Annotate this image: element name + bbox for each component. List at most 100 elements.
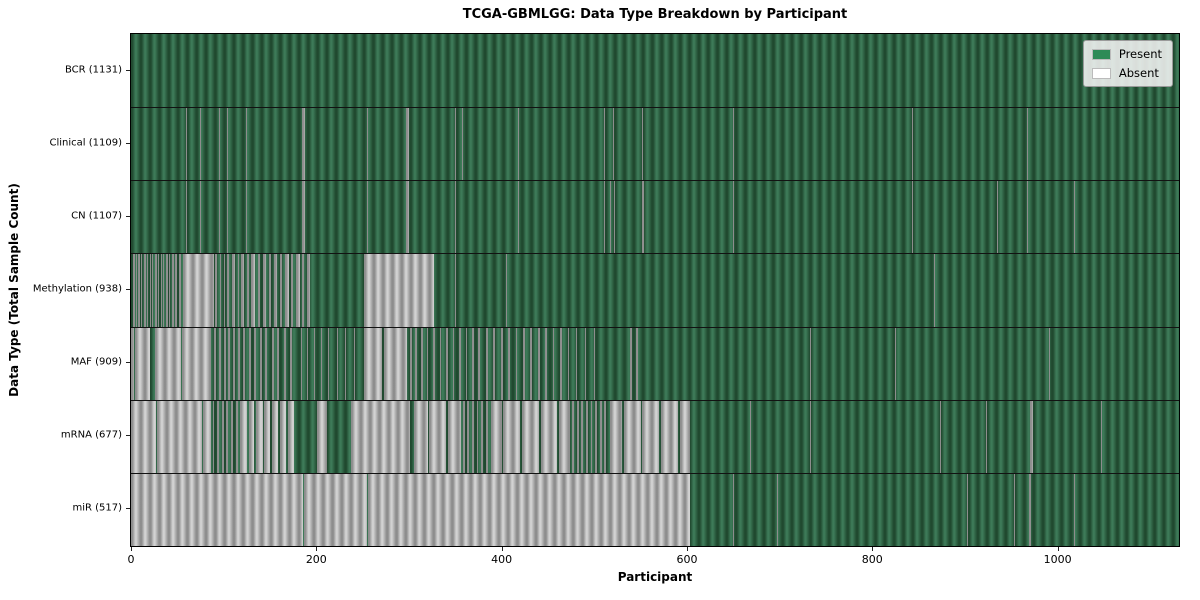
absent-segment — [245, 108, 247, 182]
absent-segment — [277, 327, 280, 401]
absent-segment — [300, 327, 302, 401]
absent-segment — [223, 254, 225, 328]
absent-segment — [368, 473, 690, 546]
row-bcr — [131, 34, 1179, 109]
absent-segment — [733, 473, 735, 546]
present-swatch-icon — [1091, 48, 1111, 60]
absent-segment — [290, 327, 293, 401]
y-tick-label-cn: CN (1107) — [71, 210, 122, 222]
absent-segment — [287, 400, 295, 474]
absent-segment — [467, 400, 470, 474]
absent-segment — [212, 400, 215, 474]
absent-segment — [135, 254, 137, 328]
absent-segment — [200, 108, 202, 182]
absent-segment — [1049, 327, 1051, 401]
absent-segment — [264, 400, 270, 474]
absent-segment — [966, 473, 968, 546]
absent-segment — [185, 108, 187, 182]
absent-segment — [232, 327, 235, 401]
absent-segment — [155, 254, 157, 328]
absent-segment — [461, 108, 463, 182]
absent-segment — [383, 327, 408, 401]
absent-segment — [131, 400, 157, 474]
absent-segment — [912, 181, 914, 255]
y-tick-mark — [126, 508, 130, 510]
legend-label-present: Present — [1118, 47, 1162, 61]
absent-segment — [214, 327, 217, 401]
absent-segment — [623, 400, 641, 474]
absent-segment — [221, 400, 224, 474]
absent-segment — [241, 254, 245, 328]
absent-segment — [590, 400, 593, 474]
absent-segment — [307, 254, 310, 328]
absent-segment — [262, 254, 267, 328]
absent-segment — [280, 400, 286, 474]
absent-segment — [132, 254, 135, 328]
x-tick-mark — [686, 547, 688, 551]
y-tick-mark — [126, 362, 130, 364]
absent-segment — [595, 400, 598, 474]
absent-segment — [810, 327, 812, 401]
absent-segment — [131, 327, 134, 401]
absent-segment — [471, 327, 474, 401]
absent-segment — [560, 327, 562, 401]
absent-segment — [131, 473, 304, 546]
x-tick-mark — [316, 547, 318, 551]
absent-segment — [939, 400, 941, 474]
absent-segment — [143, 254, 146, 328]
y-tick-label-mir: miR (517) — [72, 502, 122, 514]
absent-segment — [182, 254, 215, 328]
absent-segment — [433, 327, 435, 401]
absent-segment — [421, 327, 423, 401]
absent-segment — [280, 254, 283, 328]
absent-segment — [328, 327, 330, 401]
absent-segment — [630, 327, 633, 401]
absent-segment — [518, 181, 520, 255]
y-tick-mark — [126, 215, 130, 217]
absent-segment — [269, 254, 271, 328]
absent-segment — [409, 327, 412, 401]
absent-segment — [149, 254, 152, 328]
absent-segment — [238, 327, 241, 401]
absent-segment — [518, 108, 520, 182]
absent-segment — [271, 400, 279, 474]
absent-segment — [163, 254, 165, 328]
absent-segment — [265, 327, 268, 401]
absent-segment — [406, 181, 409, 255]
absent-segment — [581, 400, 584, 474]
absent-segment — [295, 254, 300, 328]
absent-segment — [610, 181, 612, 255]
absent-swatch-icon — [1091, 67, 1111, 79]
absent-segment — [367, 181, 369, 255]
absent-segment — [302, 254, 305, 328]
plot-area — [130, 33, 1180, 547]
absent-segment — [545, 327, 548, 401]
absent-segment — [345, 327, 347, 401]
absent-segment — [599, 400, 602, 474]
absent-segment — [350, 400, 410, 474]
absent-segment — [302, 181, 306, 255]
absent-segment — [185, 181, 187, 255]
absent-segment — [227, 108, 229, 182]
row-cn — [131, 180, 1179, 255]
absent-segment — [168, 254, 170, 328]
absent-segment — [912, 108, 914, 182]
absent-segment — [934, 254, 936, 328]
absent-segment — [227, 254, 230, 328]
absent-segment — [493, 327, 496, 401]
absent-segment — [490, 400, 502, 474]
x-tick-mark — [1057, 547, 1059, 551]
absent-segment — [251, 254, 256, 328]
absent-segment — [471, 400, 474, 474]
x-tick-label-0: 0 — [127, 553, 135, 566]
absent-segment — [354, 327, 356, 401]
absent-segment — [540, 400, 558, 474]
x-tick-mark — [872, 547, 874, 551]
absent-segment — [231, 400, 233, 474]
absent-segment — [1074, 181, 1076, 255]
absent-segment — [219, 108, 221, 182]
row-methylation — [131, 253, 1179, 328]
y-tick-mark — [126, 142, 130, 144]
absent-segment — [317, 400, 328, 474]
absent-segment — [559, 400, 571, 474]
